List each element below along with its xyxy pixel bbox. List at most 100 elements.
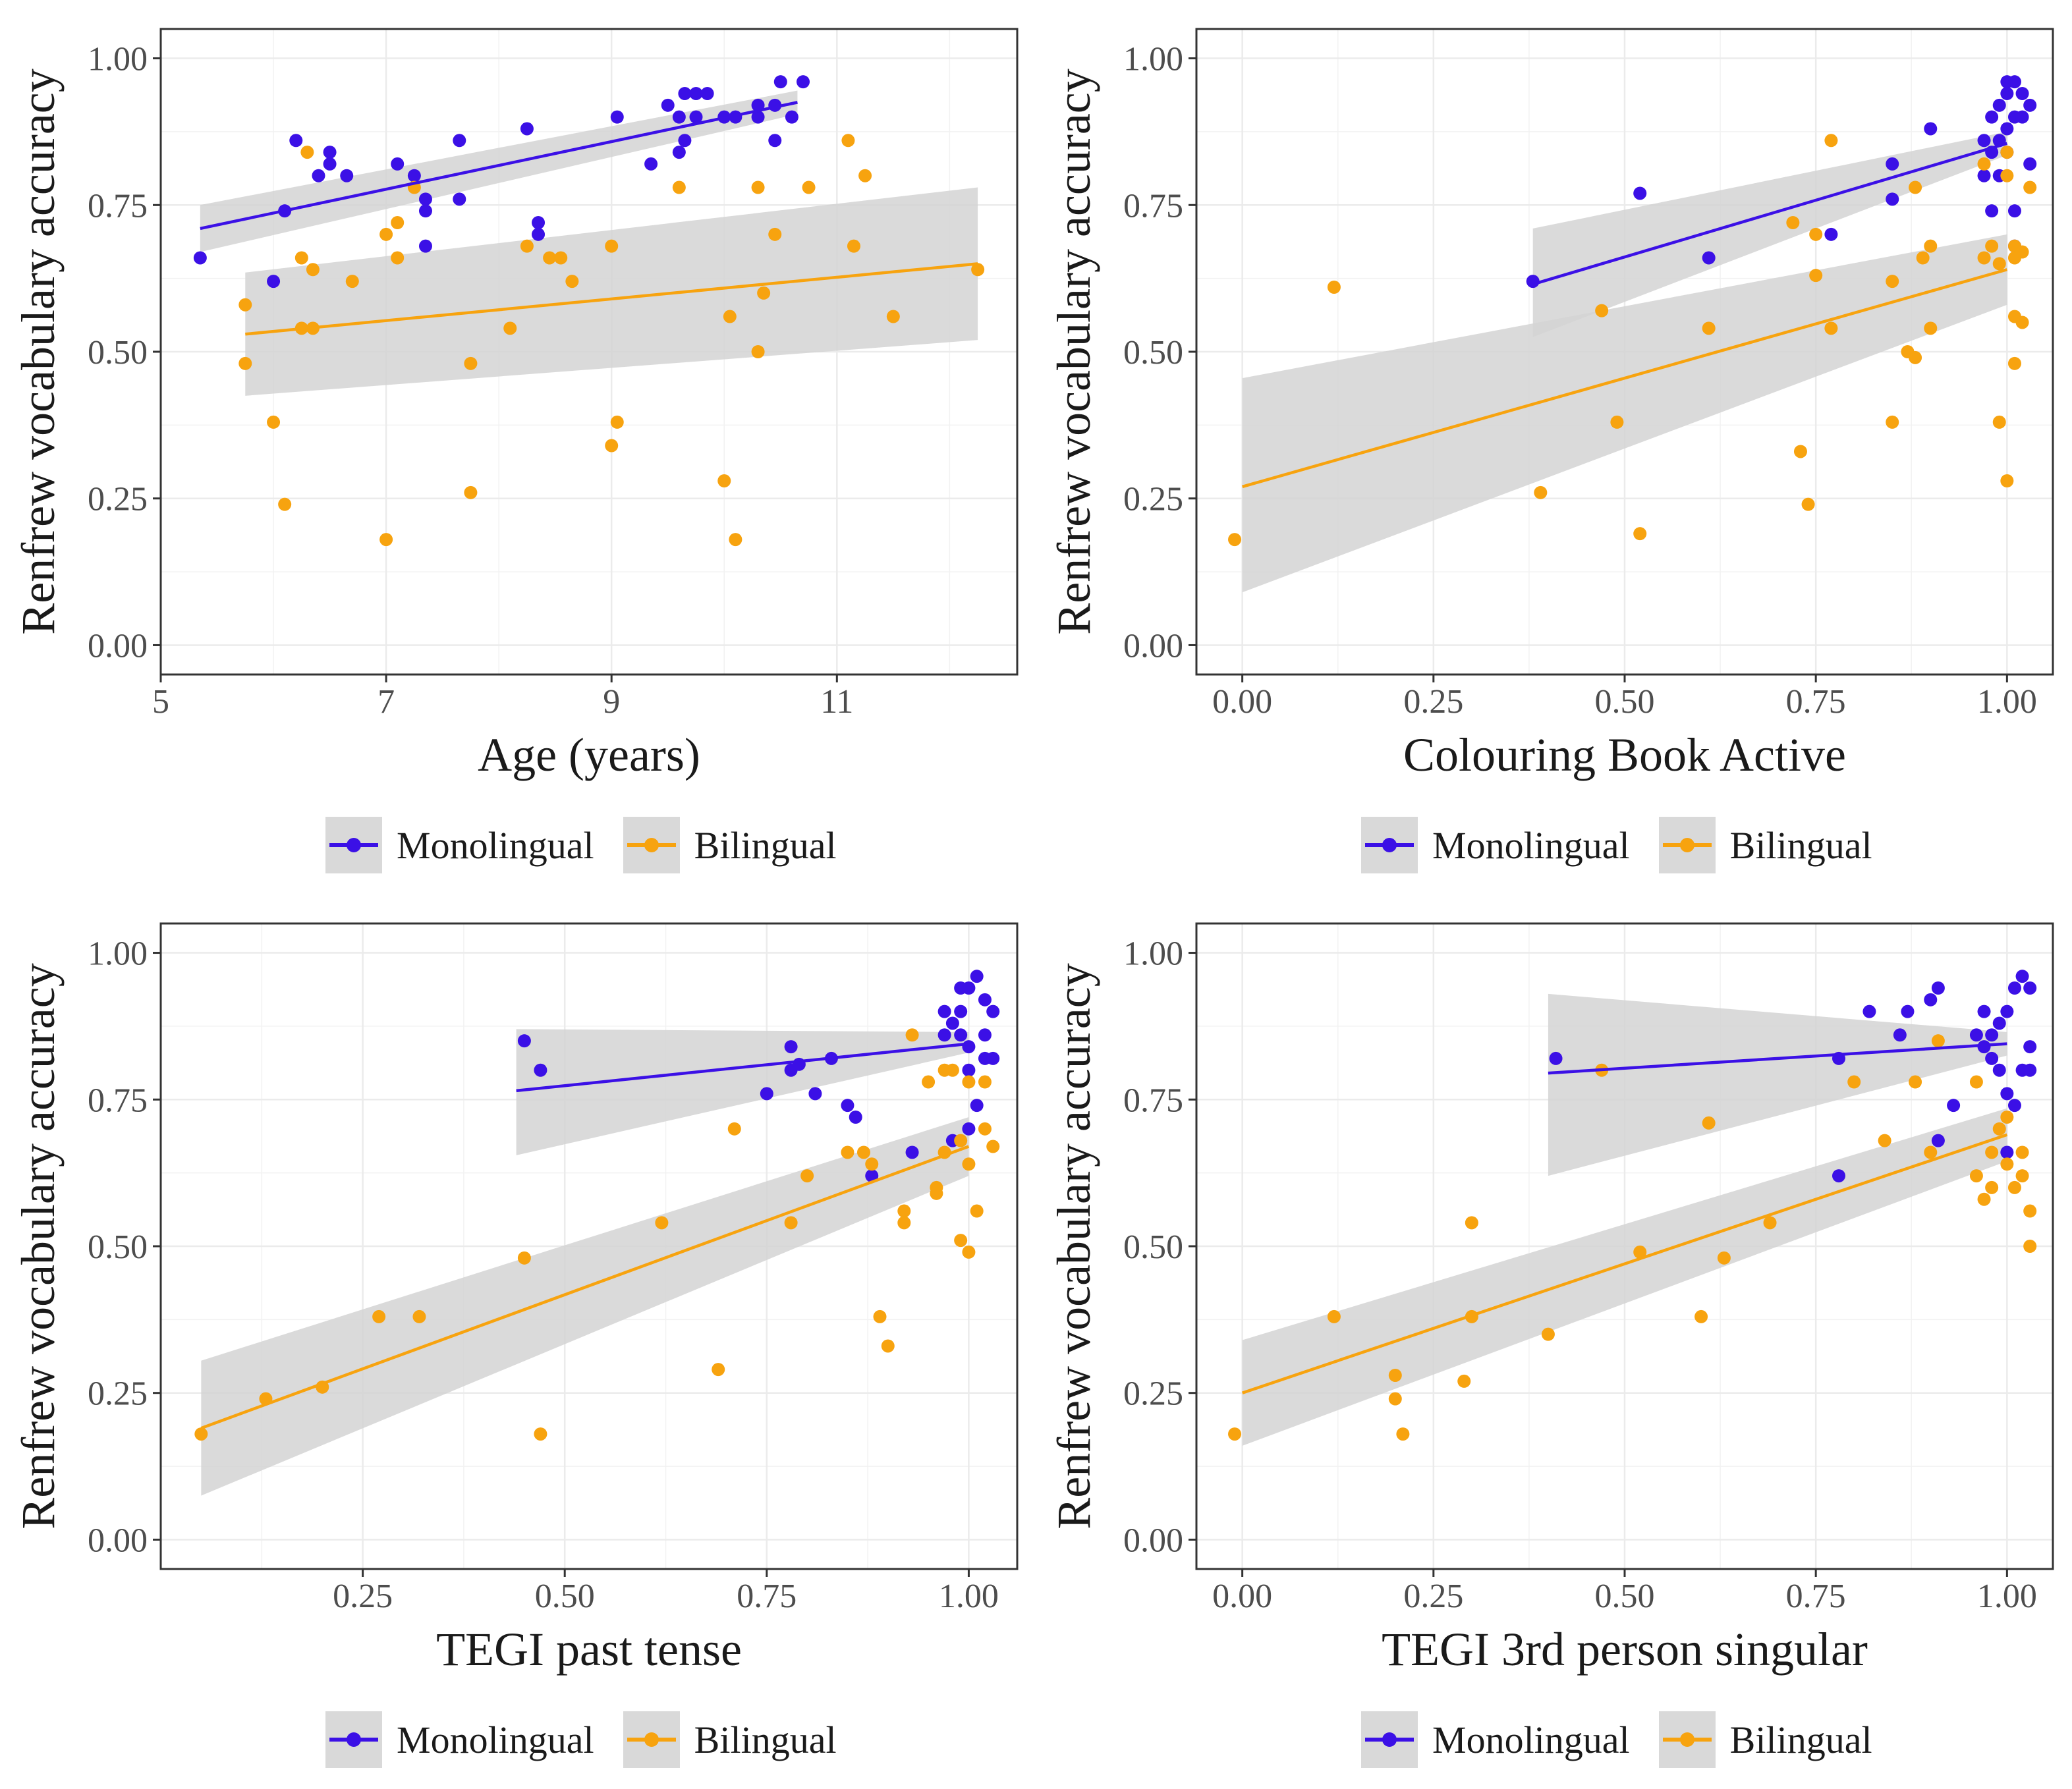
legend-key-bilingual bbox=[1658, 1711, 1716, 1768]
data-point-monolingual bbox=[267, 275, 281, 289]
data-point-bilingual bbox=[1595, 304, 1609, 317]
data-point-monolingual bbox=[808, 1087, 822, 1101]
data-point-monolingual bbox=[865, 1169, 879, 1183]
data-point-monolingual bbox=[517, 1034, 531, 1048]
data-point-bilingual bbox=[1465, 1216, 1478, 1230]
data-point-bilingual bbox=[1396, 1427, 1410, 1441]
data-point-bilingual bbox=[905, 1028, 919, 1042]
y-tick-label: 0.00 bbox=[88, 627, 148, 665]
data-point-monolingual bbox=[678, 87, 692, 100]
data-point-monolingual bbox=[407, 169, 421, 182]
data-point-bilingual bbox=[1457, 1374, 1471, 1388]
data-point-monolingual bbox=[1886, 157, 1899, 171]
data-point-monolingual bbox=[1931, 1134, 1945, 1147]
x-tick-label: 1.00 bbox=[1977, 683, 2037, 721]
confidence-ribbon-monolingual bbox=[516, 1029, 969, 1155]
data-point-monolingual bbox=[785, 110, 798, 124]
data-point-bilingual bbox=[986, 1140, 1000, 1153]
data-point-monolingual bbox=[978, 993, 992, 1006]
y-tick-label: 0.25 bbox=[88, 1375, 148, 1413]
data-point-bilingual bbox=[962, 1075, 976, 1089]
data-point-bilingual bbox=[1969, 1169, 1983, 1183]
x-tick-label: 0.00 bbox=[1212, 1578, 1272, 1615]
data-point-bilingual bbox=[751, 180, 765, 194]
data-point-bilingual bbox=[194, 1427, 208, 1441]
data-point-bilingual bbox=[881, 1339, 895, 1353]
data-point-bilingual bbox=[1786, 216, 1800, 229]
data-point-bilingual bbox=[1992, 1122, 2006, 1136]
data-point-monolingual bbox=[418, 239, 432, 253]
y-tick-label: 0.50 bbox=[88, 334, 148, 372]
data-point-monolingual bbox=[610, 110, 624, 124]
data-point-bilingual bbox=[757, 286, 771, 300]
data-point-monolingual bbox=[2007, 981, 2021, 995]
data-point-monolingual bbox=[2000, 122, 2014, 136]
confidence-ribbon-bilingual bbox=[1242, 1108, 2007, 1446]
data-point-bilingual bbox=[768, 227, 782, 241]
data-point-monolingual bbox=[760, 1087, 773, 1101]
chart-colouring-book: 0.00 0.25 0.50 0.75 1.00 0.00 0.25 0.50 0.75 1.00… bbox=[1048, 28, 2054, 781]
legend-label-monolingual: Monolingual bbox=[1432, 1718, 1630, 1761]
x-axis-title: TEGI past tense bbox=[436, 1623, 742, 1676]
data-point-monolingual bbox=[962, 1122, 976, 1136]
legend-label-monolingual: Monolingual bbox=[397, 1718, 594, 1761]
legend: Monolingual Bilingual bbox=[325, 817, 866, 873]
data-point-bilingual bbox=[1228, 1427, 1242, 1441]
x-tick-label: 0.75 bbox=[1786, 1578, 1846, 1615]
data-point-monolingual bbox=[797, 75, 810, 89]
y-tick-label: 0.00 bbox=[1123, 1522, 1183, 1559]
x-axis-title: Age (years) bbox=[478, 729, 700, 781]
y-tick-label: 0.00 bbox=[1123, 627, 1183, 665]
data-point-monolingual bbox=[1924, 122, 1938, 136]
data-point-bilingual bbox=[543, 251, 557, 265]
data-point-bilingual bbox=[2007, 356, 2021, 370]
y-tick-label: 1.00 bbox=[88, 41, 148, 78]
data-point-monolingual bbox=[532, 216, 546, 229]
data-point-monolingual bbox=[962, 981, 976, 995]
data-point-monolingual bbox=[2015, 970, 2029, 983]
data-point-monolingual bbox=[938, 1028, 951, 1042]
legend-item-monolingual: Monolingual bbox=[1361, 1711, 1630, 1768]
data-point-bilingual bbox=[978, 1122, 992, 1136]
legend-label-monolingual: Monolingual bbox=[1432, 823, 1630, 867]
data-point-monolingual bbox=[678, 134, 692, 148]
data-point-bilingual bbox=[847, 239, 860, 253]
data-point-bilingual bbox=[605, 439, 619, 453]
fit-line-bilingual bbox=[245, 262, 978, 336]
data-point-bilingual bbox=[1909, 180, 1922, 194]
chart-tegi-past-tense: 0.25 0.50 0.75 1.00 0.00 0.25 0.50 0.75 1.00 TEGI… bbox=[12, 922, 1019, 1676]
data-point-bilingual bbox=[278, 497, 292, 511]
confidence-ribbon-monolingual bbox=[1548, 993, 2007, 1176]
data-point-bilingual bbox=[520, 239, 534, 253]
data-point-bilingual bbox=[1924, 239, 1938, 253]
data-point-monolingual bbox=[1985, 1051, 1999, 1065]
data-point-bilingual bbox=[841, 1145, 854, 1159]
data-point-bilingual bbox=[1924, 321, 1938, 335]
data-point-monolingual bbox=[986, 1005, 1000, 1018]
data-point-monolingual bbox=[644, 157, 658, 171]
data-point-monolingual bbox=[2023, 1063, 2037, 1077]
confidence-ribbon-monolingual bbox=[200, 90, 798, 252]
data-point-monolingual bbox=[841, 1099, 854, 1113]
y-axis-title: Renfrew vocabulary accuracy bbox=[12, 69, 65, 635]
data-point-bilingual bbox=[1985, 1180, 1999, 1194]
data-point-monolingual bbox=[689, 110, 703, 124]
fit-line-monolingual bbox=[1532, 142, 2007, 286]
y-tick-label: 0.75 bbox=[1123, 187, 1183, 225]
data-point-monolingual bbox=[2007, 204, 2021, 218]
data-point-bilingual bbox=[1702, 321, 1716, 335]
data-point-monolingual bbox=[672, 110, 686, 124]
data-point-monolingual bbox=[784, 1040, 798, 1054]
data-point-bilingual bbox=[1977, 157, 1991, 171]
data-point-bilingual bbox=[1985, 239, 1999, 253]
data-point-bilingual bbox=[605, 239, 619, 253]
data-point-bilingual bbox=[1909, 1075, 1922, 1089]
data-point-monolingual bbox=[453, 192, 466, 206]
data-point-monolingual bbox=[1992, 1016, 2006, 1030]
data-point-bilingual bbox=[971, 263, 985, 277]
data-point-bilingual bbox=[1633, 527, 1647, 541]
data-point-bilingual bbox=[1763, 1216, 1777, 1230]
x-tick-label: 0.25 bbox=[1403, 1578, 1463, 1615]
data-point-bilingual bbox=[379, 227, 393, 241]
data-point-bilingual bbox=[712, 1363, 725, 1377]
